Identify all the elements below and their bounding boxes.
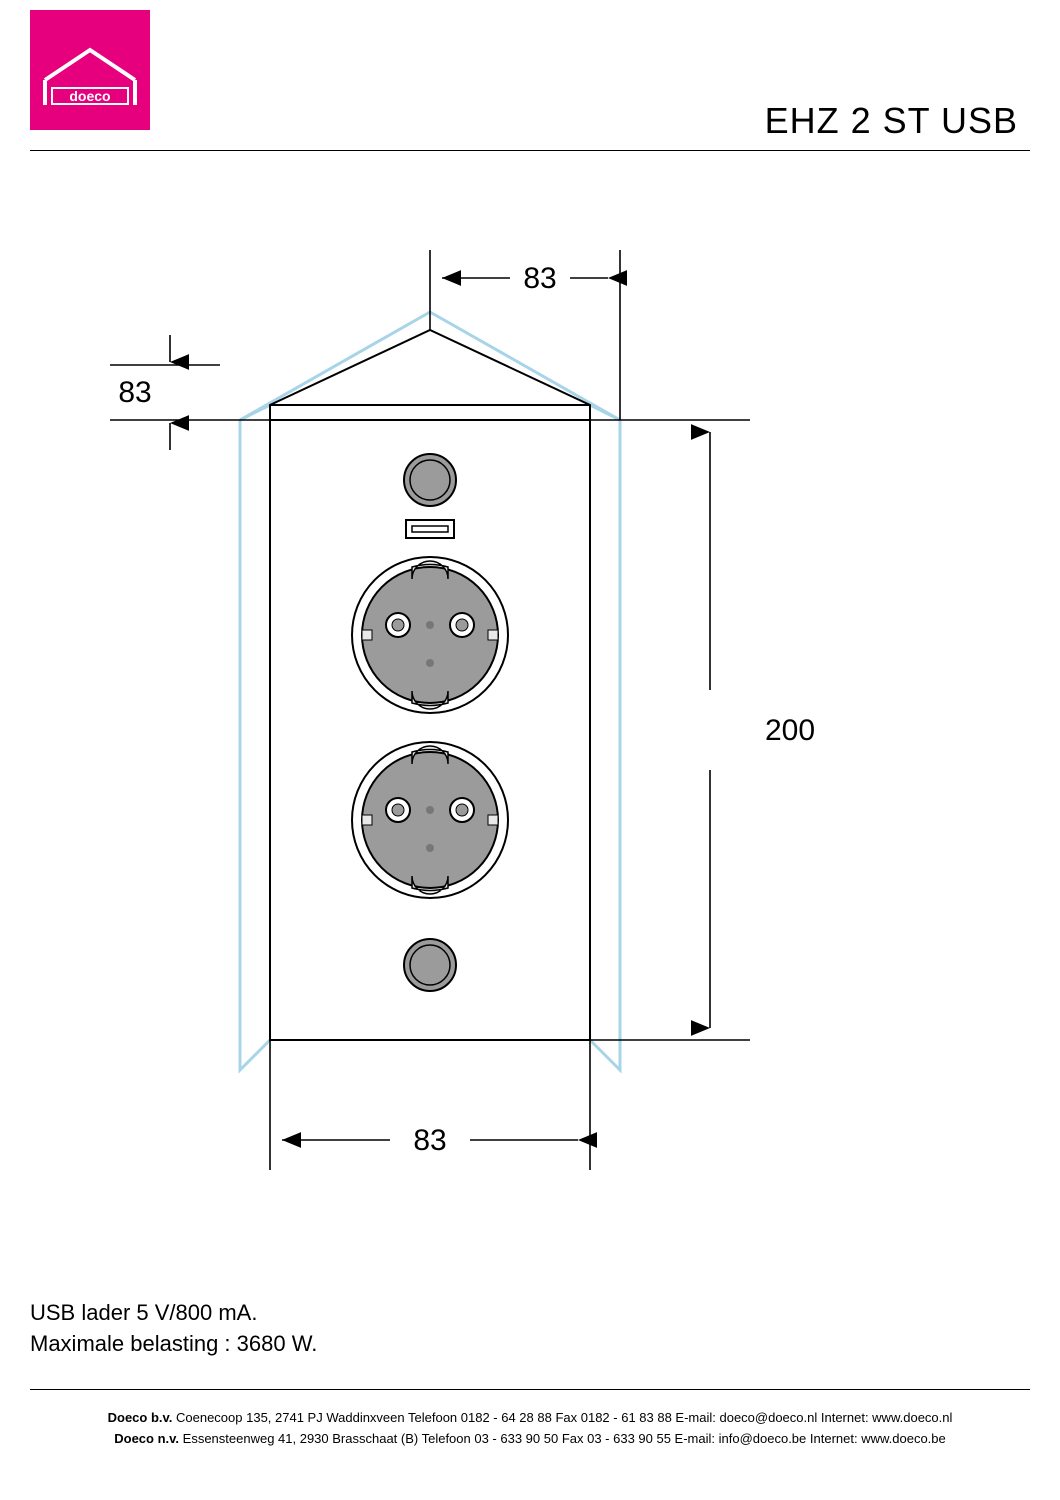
logo-svg: doeco [30, 10, 150, 130]
bottom-button-icon [404, 939, 456, 991]
spec-text: USB lader 5 V/800 mA. Maximale belasting… [30, 1298, 317, 1360]
footer-details-1: Coenecoop 135, 2741 PJ Waddinxveen Telef… [172, 1410, 952, 1425]
footer-details-2: Essensteenweg 41, 2930 Brasschaat (B) Te… [179, 1431, 946, 1446]
header-divider [30, 150, 1030, 151]
dim-top-diagonal: 83 [523, 262, 556, 295]
top-button-icon [404, 454, 456, 506]
spec-line-1: USB lader 5 V/800 mA. [30, 1298, 317, 1329]
footer-divider [30, 1389, 1030, 1390]
footer: Doeco b.v. Coenecoop 135, 2741 PJ Waddin… [0, 1408, 1060, 1450]
socket-2-icon [352, 742, 508, 898]
brand-logo: doeco [30, 10, 150, 130]
footer-line-2: Doeco n.v. Essensteenweg 41, 2930 Brassc… [0, 1429, 1060, 1450]
dim-width: 83 [413, 1124, 446, 1157]
footer-company-1: Doeco b.v. [108, 1410, 173, 1425]
dim-height: 200 [765, 714, 815, 747]
usb-port-icon [406, 520, 454, 538]
drawing-svg: 83 83 200 83 [90, 230, 950, 1270]
technical-drawing: 83 83 200 83 [90, 230, 950, 1270]
footer-company-2: Doeco n.v. [114, 1431, 179, 1446]
footer-line-1: Doeco b.v. Coenecoop 135, 2741 PJ Waddin… [0, 1408, 1060, 1429]
svg-text:doeco: doeco [69, 88, 110, 104]
socket-1-icon [352, 557, 508, 713]
product-title: EHZ 2 ST USB [765, 100, 1018, 142]
dim-left-depth: 83 [118, 376, 151, 409]
spec-line-2: Maximale belasting : 3680 W. [30, 1329, 317, 1360]
